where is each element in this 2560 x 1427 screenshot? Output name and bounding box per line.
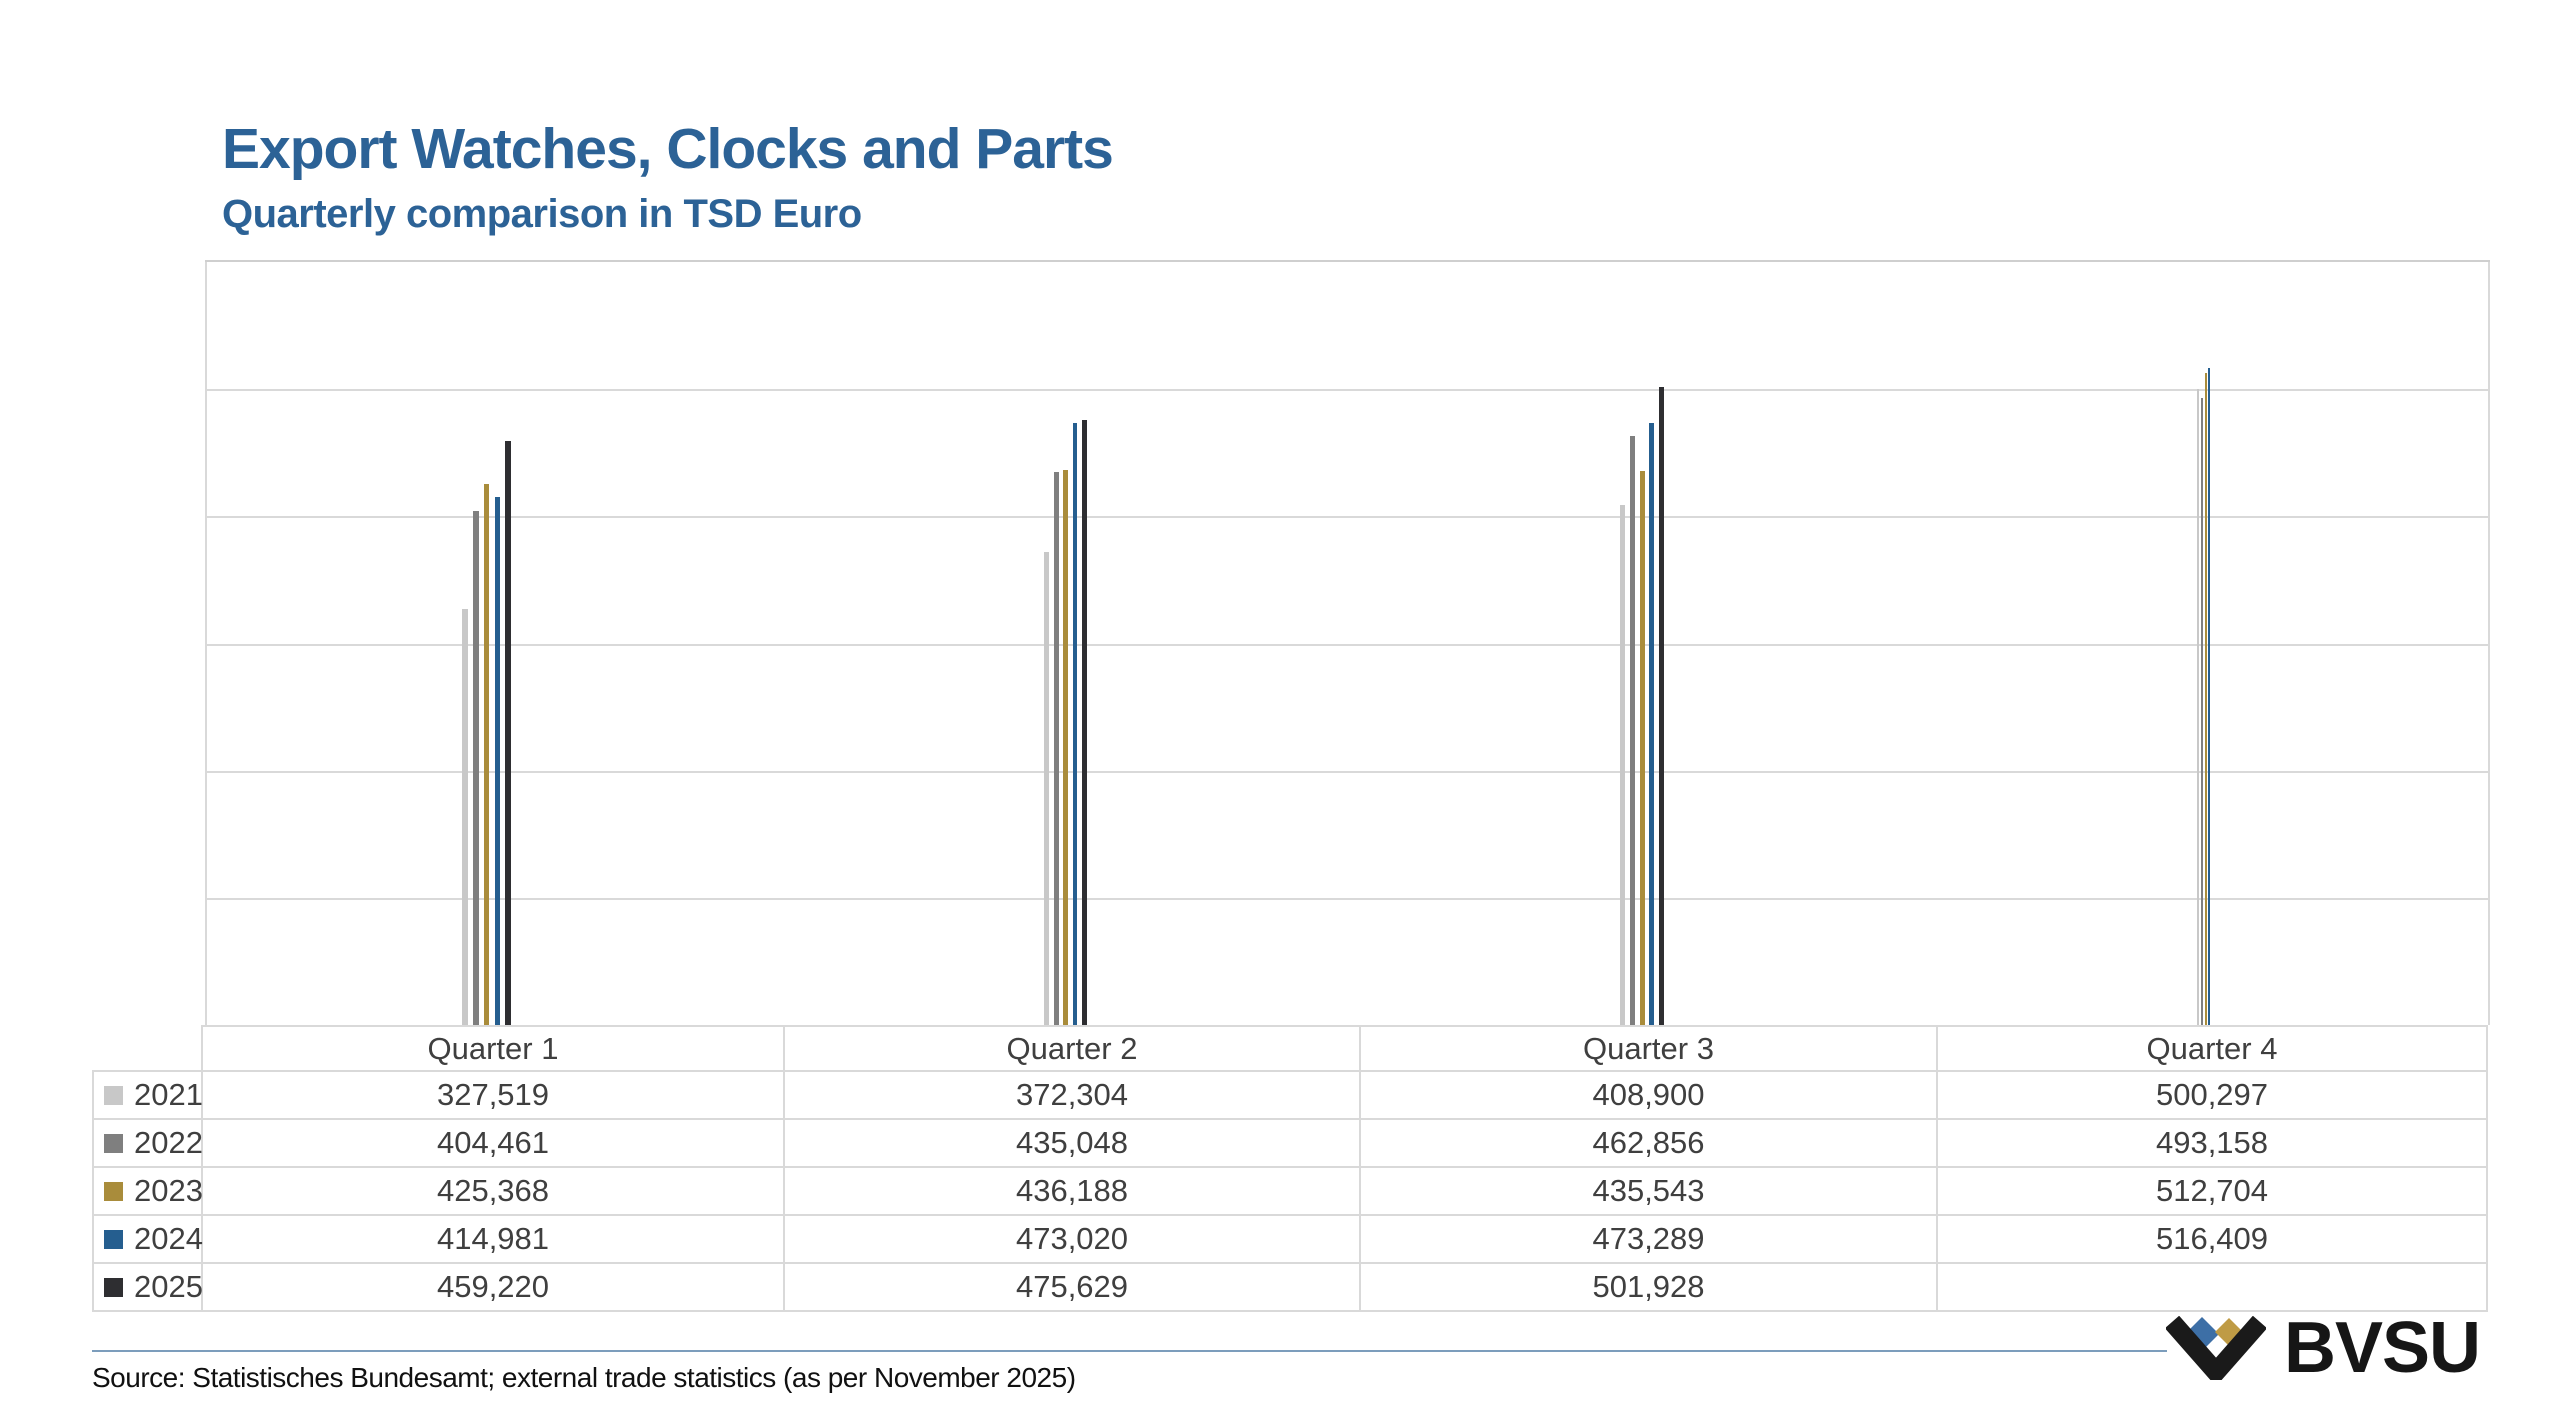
value-cell-2021-q2: 372,304 [785,1072,1361,1120]
value-cell-2024-q3: 473,289 [1361,1216,1938,1264]
value-cell-2021-q3: 408,900 [1361,1072,1938,1120]
value-cell-2022-q3: 462,856 [1361,1120,1938,1168]
column-header-quarter-3: Quarter 3 [1361,1025,1938,1072]
bar-2021-quarter-2 [1044,551,1050,1025]
value-cell-2024-q2: 473,020 [785,1216,1361,1264]
legend-label-2023: 2023 [134,1173,203,1208]
value-cell-2022-q2: 435,048 [785,1120,1361,1168]
value-cell-2021-q4: 500,297 [1938,1072,2488,1120]
legend-swatch-2022 [104,1133,123,1153]
table-corner-cell [92,1025,203,1072]
bar-2023-quarter-2 [1063,470,1068,1025]
value-cell-2023-q2: 436,188 [785,1168,1361,1216]
bar-2022-quarter-3 [1630,436,1635,1025]
bar-2024-quarter-3 [1649,423,1655,1025]
gridline-100000 [207,897,2488,900]
bar-2021-quarter-3 [1620,505,1626,1025]
bar-2023-quarter-4 [2204,373,2207,1025]
legend-label-2024: 2024 [134,1221,203,1256]
bvsu-chevron-icon [2166,1316,2266,1380]
bar-2025-quarter-2 [1081,420,1087,1025]
value-cell-2023-q3: 435,543 [1361,1168,1938,1216]
legend-label-2021: 2021 [134,1077,203,1112]
gridline-500000 [207,389,2488,392]
bar-2022-quarter-4 [2201,397,2203,1025]
bar-group-quarter-1 [207,262,789,1025]
bar-group-quarter-3 [1365,262,1942,1025]
bar-group-quarter-4 [1942,262,2492,1025]
value-cell-2025-q2: 475,629 [785,1264,1361,1312]
bar-chart-plot-area [205,262,2490,1025]
source-note: Source: Statistisches Bundesamt; externa… [92,1362,1076,1393]
bar-2022-quarter-1 [473,510,479,1025]
logo-text: BVSU [2284,1308,2481,1388]
value-cell-2022-q4: 493,158 [1938,1120,2488,1168]
bar-2023-quarter-3 [1639,471,1645,1025]
bar-2023-quarter-1 [483,484,490,1025]
column-header-quarter-2: Quarter 2 [785,1025,1361,1072]
page-subtitle: Quarterly comparison in TSD Euro [222,191,862,236]
value-cell-2025-q1: 459,220 [203,1264,785,1312]
column-header-quarter-1: Quarter 1 [203,1025,785,1072]
company-logo: BVSU [2166,1308,2481,1388]
title-underline [205,260,2490,262]
legend-swatch-2021 [104,1085,123,1105]
legend-swatch-2025 [104,1277,123,1297]
legend-cell-2022: 2022 [92,1120,203,1168]
legend-cell-2024: 2024 [92,1216,203,1264]
value-cell-2022-q1: 404,461 [203,1120,785,1168]
gridline-300000 [207,643,2488,646]
gridline-400000 [207,516,2488,519]
title-block: Export Watches, Clocks and Parts Quarter… [222,117,1114,236]
page-title: Export Watches, Clocks and Parts [222,117,1114,181]
value-cell-2024-q1: 414,981 [203,1216,785,1264]
value-cell-2023-q4: 512,704 [1938,1168,2488,1216]
legend-label-2025: 2025 [134,1269,203,1304]
bar-group-quarter-2 [789,262,1365,1025]
column-header-quarter-4: Quarter 4 [1938,1025,2488,1072]
chart-data-table: Quarter 1 Quarter 2 Quarter 3 Quarter 4 2021… [92,1025,2488,1312]
legend-swatch-2024 [104,1229,123,1249]
value-cell-2021-q1: 327,519 [203,1072,785,1120]
bar-2021-quarter-4 [2197,388,2200,1025]
legend-cell-2023: 2023 [92,1168,203,1216]
bar-2021-quarter-1 [462,608,468,1025]
bar-2025-quarter-1 [505,441,511,1025]
legend-cell-2025: 2025 [92,1264,203,1312]
bar-2024-quarter-1 [494,497,500,1025]
legend-label-2022: 2022 [134,1125,203,1160]
value-cell-2024-q4: 516,409 [1938,1216,2488,1264]
value-cell-2025-q3: 501,928 [1361,1264,1938,1312]
value-cell-2023-q1: 425,368 [203,1168,785,1216]
gridline-200000 [207,770,2488,773]
footer-divider [92,1350,2167,1352]
bar-2024-quarter-4 [2208,368,2211,1025]
legend-swatch-2023 [104,1181,123,1201]
bar-2025-quarter-3 [1658,386,1664,1025]
logo-chevron-stroke [2166,1316,2266,1380]
bar-2024-quarter-2 [1072,423,1078,1025]
legend-cell-2021: 2021 [92,1072,203,1120]
bar-2022-quarter-2 [1053,471,1059,1025]
value-cell-2025-q4 [1938,1264,2488,1312]
